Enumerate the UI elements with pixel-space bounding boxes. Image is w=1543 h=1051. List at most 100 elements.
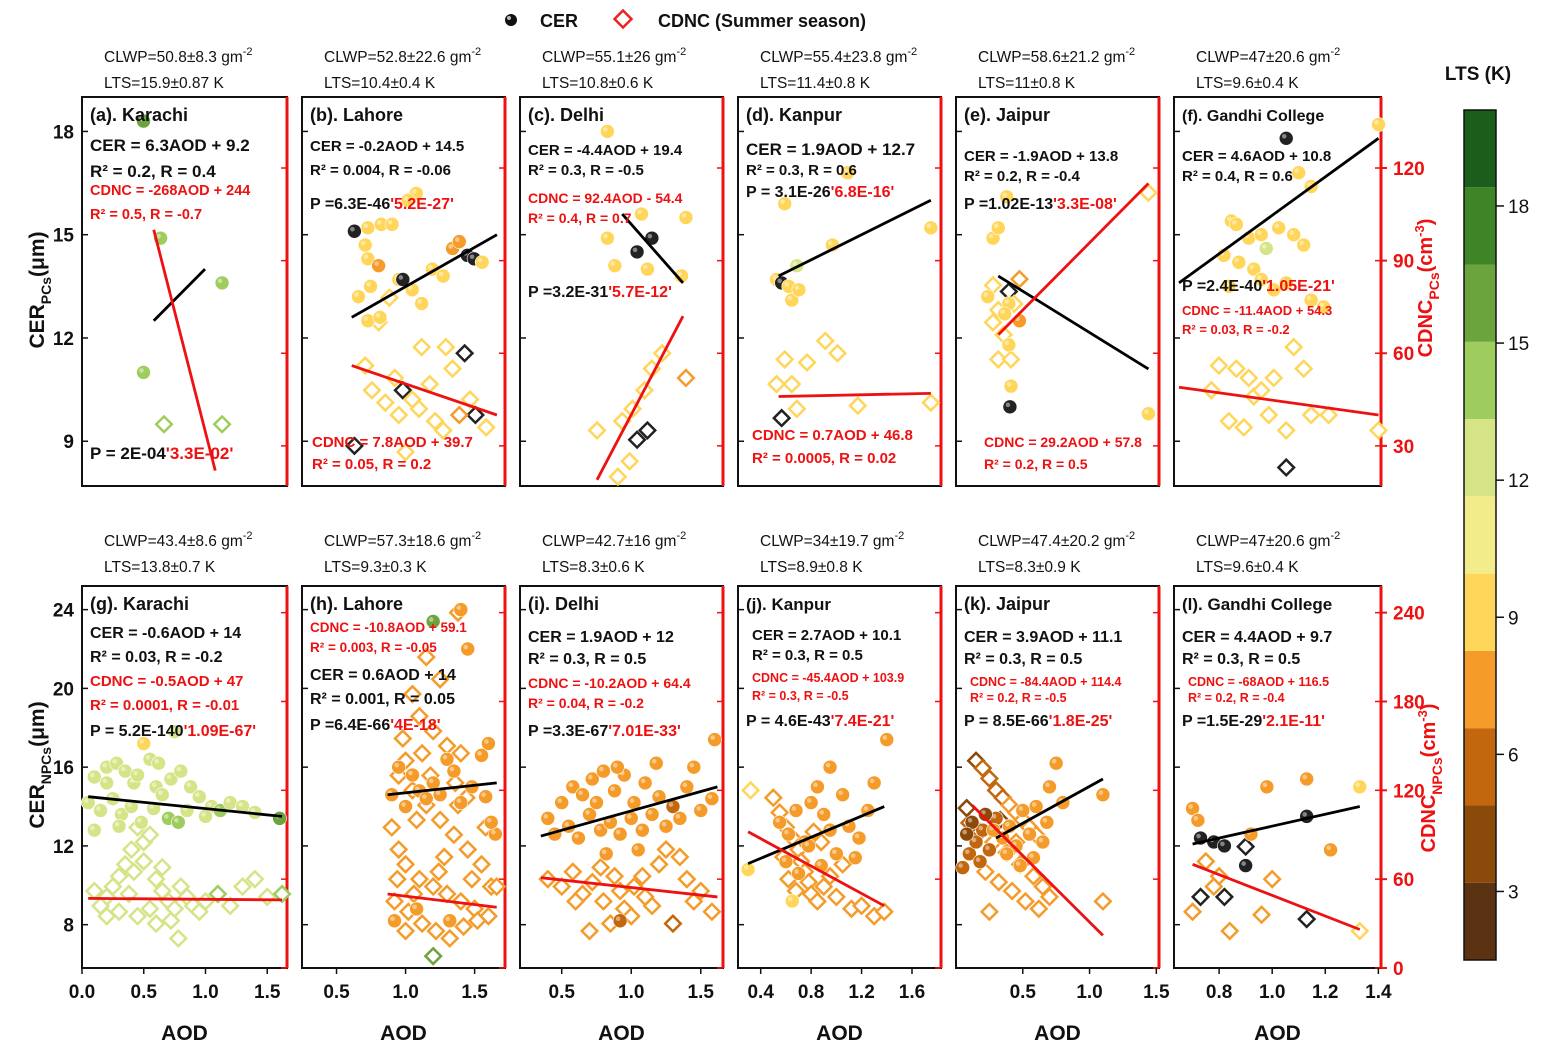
cdnc-point [362,380,382,400]
cdnc-point [423,946,443,966]
cdnc-regression-line [1192,863,1361,931]
cer-point [640,261,655,277]
cer-point-highlight [83,798,89,803]
cdnc-point [663,914,683,934]
x-tick-label: 0.0 [69,982,95,1003]
cer-point [829,846,844,862]
cer-point [999,846,1015,862]
cer-point [1001,337,1017,353]
y-tick-label: 24 [53,601,75,622]
cdnc-point [1264,368,1284,388]
cer-point-highlight [456,605,462,610]
clwp-value: CLWP=34±19.7 gm [760,533,894,550]
cer-point-highlight [139,368,144,373]
cdnc-correlation: R² = 0.04, R = -0.2 [528,695,644,711]
clwp-value: CLWP=52.8±22.6 gm [324,49,471,66]
lts-label: LTS=9.6±0.4 K [1196,559,1299,576]
cdnc-point [434,847,454,867]
cer-correlation: R² = 0.3, R = -0.5 [528,162,644,179]
cdnc-point [140,899,160,919]
clwp-label: CLWP=47±20.6 gm-2 [1196,530,1340,550]
cdnc-point [402,684,423,704]
cer-point [835,787,850,803]
cdnc-point [449,405,469,425]
cdnc-point [154,414,174,434]
panel-title: (a). Karachi [90,105,188,125]
cdnc-point [979,768,999,789]
y-tick-label: 12 [53,329,74,350]
cdnc-regression-line [971,804,1104,937]
cdnc-equation: CDNC = -84.4AOD + 114.4 [970,675,1122,689]
cdnc-point [471,854,492,874]
cer-point [648,755,664,771]
clwp-label: CLWP=58.6±21.2 gm-2 [978,46,1135,66]
cer-point-highlight [428,617,434,622]
cer-point [173,763,189,779]
cdnc-point [393,380,413,400]
cdnc-point [387,869,407,889]
cer-point-highlight [578,790,583,796]
cer-point-highlight [156,233,161,239]
cer-point [87,769,102,785]
cdnc-point [579,921,600,941]
x-tick-label: 1.5 [688,982,715,1003]
cer-point [1238,858,1253,873]
cer-point-highlight [463,644,469,650]
cer-point-highlight [632,247,638,253]
panel-title: (j). Kanpur [746,595,831,614]
cer-point [629,244,645,260]
cer-point-highlight [486,817,492,823]
cer-point [596,763,611,779]
p-values: P =2.4E-40'1.05E-21' [1182,278,1335,295]
cer-point [772,814,787,830]
panel-title: (f). Gandhi College [1182,108,1324,125]
cer-point-highlight [599,766,604,772]
cer-point [442,913,458,929]
cer-point [600,230,615,246]
cer-point-highlight [1249,264,1255,270]
cer-point-highlight [1042,817,1048,823]
cer-point [272,811,287,826]
cer-point-highlight [217,278,223,284]
clwp-value: CLWP=55.4±23.8 gm [760,49,907,66]
cer-point [478,789,493,804]
cdnc-point [467,911,487,931]
cer-point-highlight [819,810,825,815]
cer-point-highlight [1306,295,1312,301]
cer-point-highlight [606,817,611,823]
cer-point [1028,799,1044,814]
cer-point [136,736,152,751]
cdnc-point [632,866,652,886]
cdnc-point [409,399,429,419]
lts-label: LTS=8.9±0.8 K [760,559,863,576]
cer-point-highlight [629,798,635,803]
y-tick-label: 18 [53,122,74,143]
cdnc-point [396,921,416,941]
cer-point-highlight [360,240,366,246]
cdnc-point [420,374,440,394]
clwp-value: CLWP=47±20.6 gm [1196,49,1330,66]
cer-point [357,237,373,253]
colorbar-segment [1464,496,1496,574]
cer-point-highlight [477,257,483,263]
lts-label: LTS=13.8±0.7 K [104,559,216,576]
cdnc-correlation: R² = 0.2, R = -0.4 [1188,691,1285,705]
cer-point-highlight [791,806,797,811]
cer-point-highlight [681,213,687,218]
cer-point [214,275,230,291]
cer-point [986,822,1001,838]
cdnc-point [389,405,409,425]
cer-point-highlight [804,841,809,847]
cer-point-highlight [1002,849,1008,855]
cdnc-point [1294,359,1314,379]
cer-point-highlight [975,857,981,862]
cer-point [634,206,649,222]
cer-point-highlight [568,782,574,788]
cdnc-correlation: R² = 0.003, R = -0.05 [310,640,437,655]
clwp-exponent: -2 [1330,46,1340,58]
cdnc-point [620,451,640,471]
cdnc-point [767,374,787,394]
cer-point-highlight [449,766,455,772]
cer-point-highlight [1256,230,1262,235]
cer-point-highlight [1098,790,1104,796]
